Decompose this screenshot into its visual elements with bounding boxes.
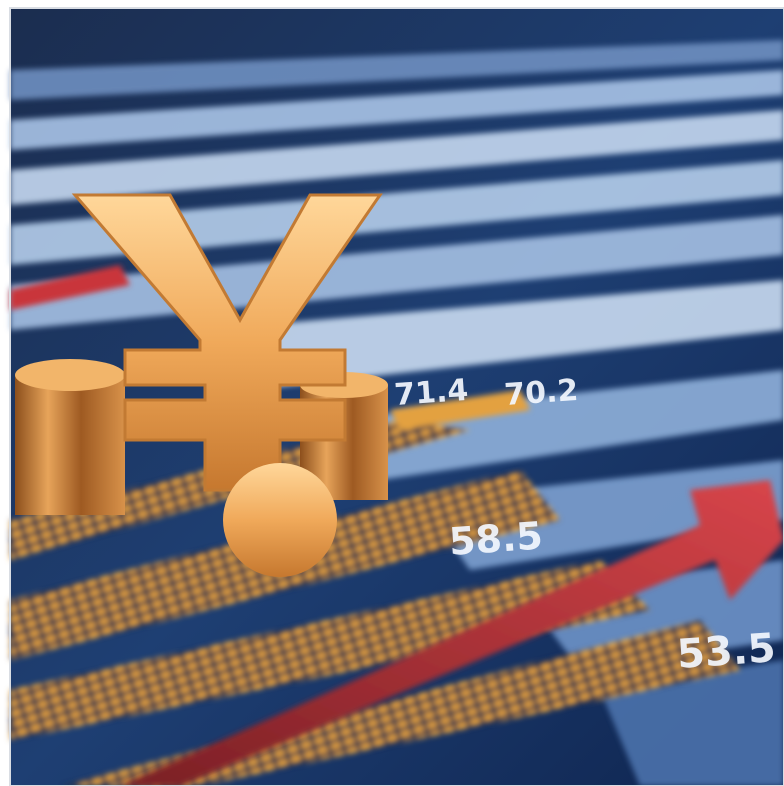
- page: 71.4 70.2 58.5 53.5 (() => { const data …: [0, 0, 784, 786]
- chart-label: 53.5: [675, 625, 777, 678]
- chart-label: 71.4: [393, 373, 469, 413]
- photo: 71.4 70.2 58.5 53.5: [0, 0, 784, 786]
- chart-label: 70.2: [503, 373, 579, 413]
- chart-label: 58.5: [448, 514, 545, 564]
